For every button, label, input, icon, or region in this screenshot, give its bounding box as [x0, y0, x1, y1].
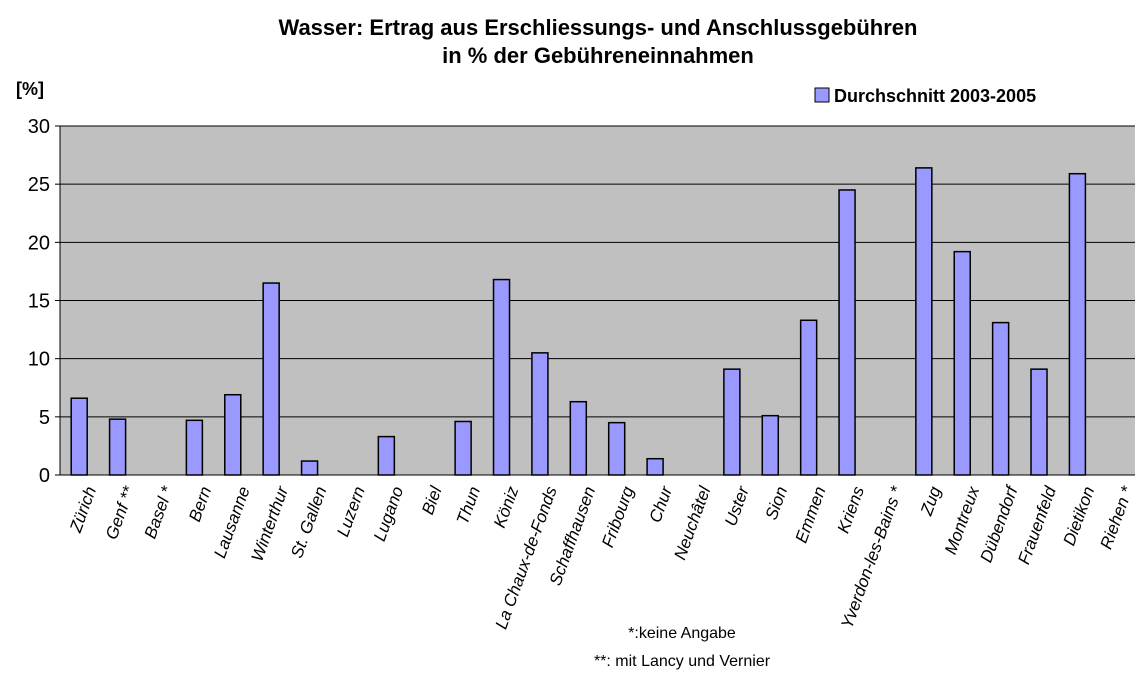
bar: [224, 393, 242, 476]
x-tick-label: Dietikon: [1059, 484, 1098, 548]
y-tick-label: 5: [39, 407, 50, 429]
x-tick-label: Lugano: [370, 484, 407, 544]
annotation: **: mit Lancy und Vernier: [594, 653, 771, 670]
x-tick-label: St. Gallen: [287, 484, 330, 561]
bar: [531, 352, 549, 476]
bar: [723, 368, 741, 476]
bar: [185, 419, 204, 476]
bar: [377, 435, 396, 476]
x-tick-label: Uster: [721, 483, 753, 529]
chart-title: Wasser: Ertrag aus Erschliessungs- und A…: [279, 15, 918, 40]
chart-title: in % der Gebühreneinnahmen: [442, 43, 754, 68]
bar: [991, 321, 1010, 476]
y-tick-label: 10: [28, 349, 50, 371]
x-tick-label: Kriens: [834, 483, 869, 535]
x-tick-label: Dübendorf: [977, 482, 1023, 565]
bar: [799, 319, 818, 476]
bar: [915, 167, 933, 476]
x-tick-label: Sion: [762, 484, 791, 522]
y-axis-label: [%]: [16, 79, 44, 99]
bar: [1068, 172, 1087, 476]
x-tick-label: Köniz: [490, 483, 523, 530]
bar: [761, 414, 780, 476]
x-tick-label: Frauenfeld: [1014, 483, 1060, 566]
y-tick-label: 20: [28, 232, 50, 254]
bar: [838, 189, 856, 476]
y-tick-label: 0: [39, 465, 50, 487]
bar: [569, 400, 588, 476]
x-tick-label: Luzern: [333, 484, 369, 539]
bar: [108, 418, 127, 476]
x-tick-label: Bern: [185, 484, 215, 524]
x-tick-label: Zürich: [66, 484, 100, 536]
bar: [953, 250, 971, 476]
x-tick-label: Genf **: [102, 483, 139, 542]
x-tick-label: Chur: [646, 483, 677, 525]
x-tick-label: Zug: [917, 483, 945, 518]
annotation: *:keine Angabe: [628, 625, 736, 642]
x-tick-label: Emmen: [792, 484, 830, 546]
bar: [646, 457, 664, 476]
legend-swatch: [814, 87, 830, 103]
bar: [70, 397, 88, 476]
x-tick-label: Lausanne: [210, 484, 253, 561]
bar: [1030, 368, 1048, 476]
bar: [300, 460, 319, 476]
y-tick-label: 25: [28, 174, 50, 196]
x-tick-label: Thun: [453, 484, 484, 527]
bar: [607, 421, 626, 476]
bar: [262, 282, 280, 476]
x-tick-label: Winterthur: [247, 483, 292, 564]
y-tick-label: 15: [28, 291, 50, 313]
x-tick-label: Fribourg: [598, 483, 638, 549]
x-tick-label: Biel: [418, 483, 446, 517]
y-tick-label: 30: [28, 116, 50, 138]
bar: [492, 278, 511, 476]
x-tick-label: Neuchâtel: [670, 483, 714, 563]
bar: [454, 420, 472, 476]
x-tick-label: Montreux: [941, 483, 983, 557]
legend-label: Durchschnitt 2003-2005: [834, 86, 1036, 106]
x-tick-label: Basel *: [141, 483, 178, 541]
x-tick-label: Riehen *: [1097, 483, 1136, 552]
